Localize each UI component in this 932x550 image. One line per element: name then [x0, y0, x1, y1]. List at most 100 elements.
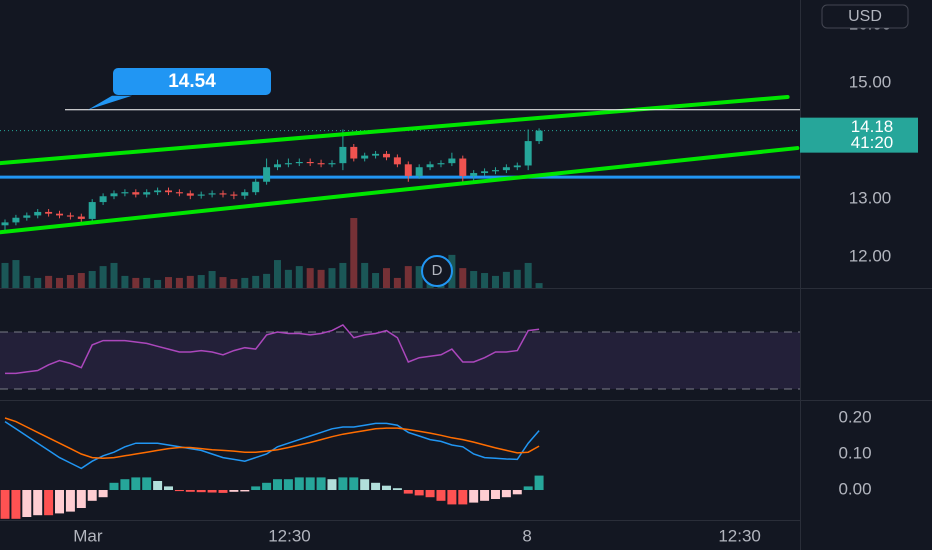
volume-bar — [502, 271, 510, 288]
histogram-bar — [349, 477, 359, 491]
volume-bar — [230, 279, 238, 288]
rsi-line — [5, 323, 540, 375]
candle-body — [132, 192, 140, 195]
histogram-bar — [229, 490, 239, 492]
candle-body — [77, 216, 85, 219]
histogram-bar — [327, 479, 337, 491]
volume-bar — [404, 266, 412, 288]
volume-bar — [524, 262, 532, 288]
histogram-bar — [392, 488, 402, 491]
histogram-bar — [436, 490, 446, 501]
histogram-bar — [272, 479, 282, 491]
candle-body — [459, 158, 467, 176]
countdown-label: 41:20 — [851, 133, 894, 152]
candle-body — [306, 162, 314, 164]
histogram-bar — [185, 490, 195, 492]
candle-body — [284, 163, 292, 165]
volume-bar — [186, 275, 194, 288]
candle-body — [99, 196, 107, 203]
y-tick-label: 0.00 — [838, 479, 871, 498]
candle-body — [382, 153, 390, 158]
candle-body — [45, 211, 53, 214]
candle-body — [328, 163, 336, 165]
histogram-bar — [414, 490, 424, 496]
histogram-bar — [240, 490, 250, 492]
trend-line — [0, 94, 790, 166]
candle-body — [110, 193, 118, 197]
histogram-bar — [87, 490, 97, 501]
candle-body — [66, 215, 74, 217]
candle-body — [448, 158, 456, 164]
volume-bar — [208, 271, 216, 288]
currency-box — [821, 4, 909, 29]
histogram-bar — [55, 490, 65, 514]
histogram-bar — [534, 475, 544, 491]
volume-bar — [328, 268, 336, 288]
volume-bar — [132, 277, 140, 288]
volume-bar — [273, 260, 281, 288]
candle-body — [437, 163, 445, 165]
candle-body — [295, 162, 303, 164]
histogram-bar — [76, 490, 86, 509]
histogram-bar — [251, 486, 261, 491]
volume-bar — [306, 268, 314, 288]
volume-bar — [99, 266, 107, 288]
histogram-bar — [153, 481, 163, 491]
candle-body — [154, 190, 162, 193]
histogram-bar — [98, 490, 108, 498]
volume-bar — [88, 271, 96, 288]
histogram-bar — [164, 486, 174, 491]
volume-bar — [513, 269, 521, 288]
macd-line — [4, 417, 540, 460]
candle-body — [197, 194, 205, 196]
candle-body — [524, 141, 532, 166]
volume-bar — [459, 268, 467, 288]
callout-label: 14.54 — [168, 71, 216, 92]
candle-body — [404, 164, 412, 176]
candle-body — [143, 192, 151, 195]
candle-body — [219, 193, 227, 195]
candle-body — [426, 164, 434, 168]
y-tick-label: 15.00 — [849, 73, 892, 92]
y-tick-label: 12.00 — [849, 247, 892, 266]
x-tick-label: Mar — [73, 526, 103, 545]
volume-bar — [12, 260, 20, 288]
histogram-bar — [207, 490, 217, 493]
histogram-bar — [196, 490, 206, 493]
candle-body — [263, 167, 271, 182]
volume-bar — [66, 275, 74, 288]
histogram-bar — [501, 490, 511, 498]
volume-bar — [143, 277, 151, 288]
y-tick-label: 0.10 — [838, 443, 871, 462]
histogram-bar — [512, 490, 522, 495]
last-price-box — [800, 117, 918, 153]
volume-bar — [393, 277, 401, 288]
histogram-bar — [0, 490, 10, 519]
candle-body — [470, 173, 478, 176]
candle-body — [230, 194, 238, 196]
histogram-bar — [262, 482, 272, 491]
histogram-bar — [142, 477, 152, 491]
candle-body — [23, 215, 31, 218]
volume-bar — [77, 273, 85, 288]
candle-body — [350, 146, 358, 159]
callout-pointer — [88, 95, 132, 110]
volume-bar — [154, 279, 162, 288]
candle-body — [491, 170, 499, 172]
volume-bar — [491, 275, 499, 288]
candle-body — [175, 192, 183, 194]
y-tick-label: 13.00 — [849, 189, 892, 208]
volume-bar — [263, 273, 271, 288]
histogram-bar — [338, 477, 348, 491]
histogram-bar — [33, 490, 43, 516]
volume-bar — [252, 275, 260, 288]
histogram-bar — [65, 490, 75, 512]
histogram-bar — [381, 485, 391, 491]
volume-bar — [23, 275, 31, 288]
histogram-bar — [120, 479, 130, 491]
candle-body — [415, 167, 423, 176]
candle-body — [241, 192, 249, 196]
volume-bar — [350, 218, 358, 288]
candle-body — [88, 202, 96, 219]
